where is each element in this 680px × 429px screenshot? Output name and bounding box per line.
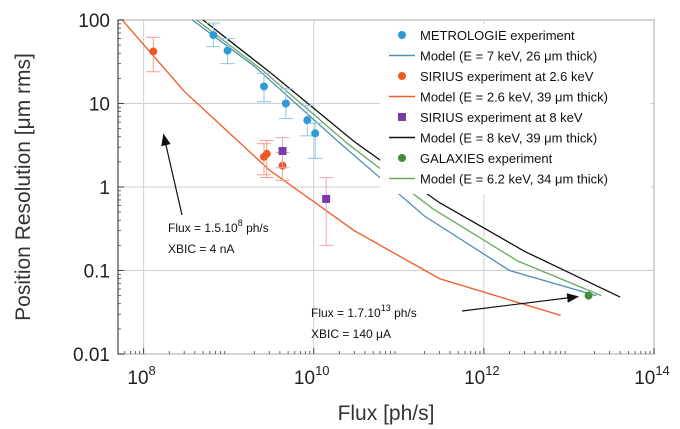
legend-marker (398, 31, 406, 39)
legend-entry: SIRIUS experiment at 8 keV (420, 110, 583, 125)
legend-box (380, 24, 650, 194)
x-tick-label: 1010 (294, 363, 330, 389)
legend-entry: Model (E = 6.2 keV, 34 μm thick) (420, 172, 608, 187)
legend: METROLOGIE experiment Model (E = 7 keV, 2… (380, 24, 650, 194)
legend-entry: Model (E = 8 keV, 39 μm thick) (420, 131, 597, 146)
data-point-square (278, 146, 287, 155)
data-point (149, 47, 158, 56)
y-tick-label: 0.01 (73, 345, 110, 366)
annotation-flux: Flux = 1.5.108 ph/s (168, 218, 269, 235)
data-point (259, 82, 268, 91)
experiment-points (146, 22, 593, 300)
legend-entry: Model (E = 2.6 keV, 39 μm thick) (420, 90, 608, 105)
legend-entry: GALAXIES experiment (420, 151, 553, 166)
y-tick-label: 0.1 (84, 262, 110, 283)
data-point (584, 291, 593, 300)
data-point (281, 99, 290, 108)
annotation-xbic: XBIC = 140 μA (311, 327, 391, 341)
annotation-arrow (461, 293, 580, 312)
y-axis-label: Position Resolution [μm rms] (12, 53, 35, 321)
data-point (303, 116, 312, 125)
legend-marker (398, 154, 406, 162)
x-tick-label: 1014 (634, 363, 670, 389)
legend-entry: Model (E = 7 keV, 26 μm thick) (420, 49, 597, 64)
legend-entry: METROLOGIE experiment (420, 28, 575, 43)
data-point (311, 129, 320, 138)
annotation-arrow (161, 133, 183, 216)
model-line (121, 20, 561, 317)
annotations: Flux = 1.5.108 ph/s XBIC = 4 nA Flux = 1.7… (161, 133, 580, 341)
data-point (259, 152, 268, 161)
y-tick-label: 100 (78, 11, 110, 32)
x-axis-ticks: 108 1010 1012 1014 (117, 348, 670, 389)
legend-marker (398, 113, 406, 121)
y-tick-label: 10 (89, 95, 110, 116)
x-axis-label: Flux [ph/s] (338, 402, 435, 425)
y-axis-ticks: 100 10 1 0.1 0.01 (73, 11, 124, 366)
x-tick-label: 1012 (464, 363, 500, 389)
annotation-flux: Flux = 1.7.1013 ph/s (311, 303, 417, 320)
legend-entry: SIRIUS experiment at 2.6 keV (420, 69, 594, 84)
legend-marker (398, 72, 406, 80)
y-tick-label: 1 (99, 178, 110, 199)
data-point (209, 31, 218, 40)
data-point (223, 46, 232, 55)
annotation-xbic: XBIC = 4 nA (168, 242, 234, 256)
x-tick-label: 108 (127, 363, 155, 389)
data-point-square (322, 194, 331, 203)
